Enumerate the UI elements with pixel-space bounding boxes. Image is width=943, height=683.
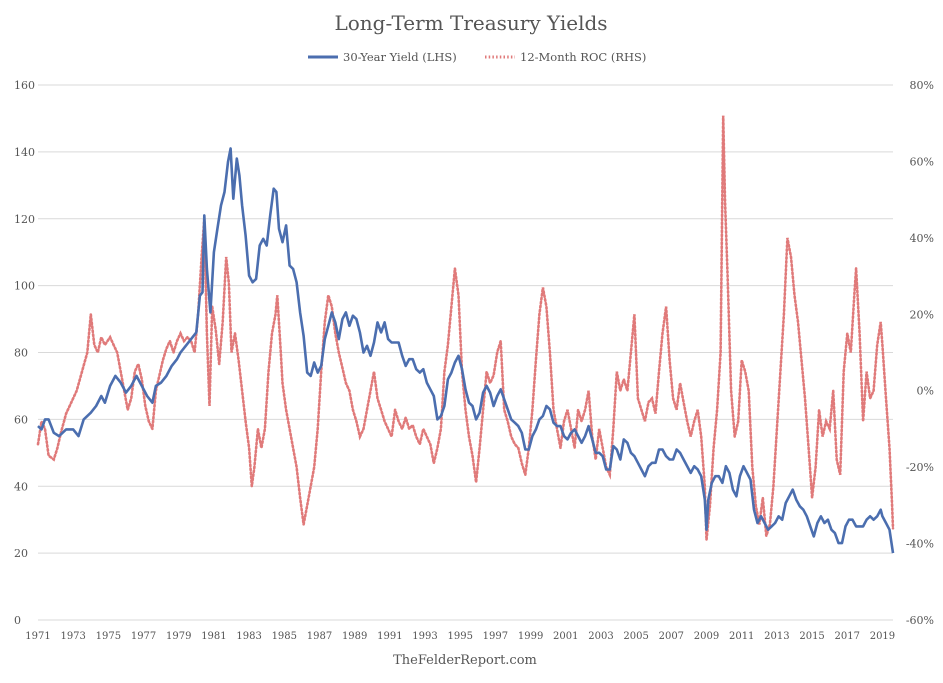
x-tick-label: 2013 bbox=[764, 631, 789, 642]
y-left-tick-label: 40 bbox=[14, 480, 28, 493]
series-line-roc bbox=[36, 115, 895, 540]
y-left-tick-label: 100 bbox=[14, 280, 35, 293]
x-tick-label: 2005 bbox=[623, 631, 648, 642]
x-tick-label: 1985 bbox=[272, 631, 297, 642]
x-tick-label: 2009 bbox=[694, 631, 719, 642]
y-right-tick-label: -40% bbox=[906, 538, 934, 551]
y-left-tick-label: 140 bbox=[14, 146, 35, 159]
y-right-tick-label: 60% bbox=[910, 155, 934, 168]
x-tick-label: 1993 bbox=[412, 631, 437, 642]
x-tick-label: 1973 bbox=[60, 631, 85, 642]
y-left-tick-label: 80 bbox=[14, 347, 28, 360]
y-axis-right: -60% -40% -20% 0% 20% 40% 60% 80% bbox=[906, 79, 934, 627]
x-tick-label: 1975 bbox=[96, 631, 121, 642]
x-tick-label: 1981 bbox=[201, 631, 226, 642]
x-tick-label: 2015 bbox=[799, 631, 824, 642]
chart-title: Long-Term Treasury Yields bbox=[334, 11, 607, 35]
x-tick-label: 1991 bbox=[377, 631, 402, 642]
x-tick-label: 1977 bbox=[131, 631, 156, 642]
x-axis: 1971 1973 1975 1977 1979 1981 1983 1985 1987 1989… bbox=[25, 631, 895, 642]
x-tick-label: 2003 bbox=[588, 631, 613, 642]
y-right-tick-label: 20% bbox=[910, 308, 934, 321]
x-tick-label: 1987 bbox=[307, 631, 332, 642]
y-right-tick-label: 80% bbox=[910, 79, 934, 92]
x-tick-label: 1971 bbox=[25, 631, 50, 642]
y-left-tick-label: 160 bbox=[14, 79, 35, 92]
x-tick-label: 1979 bbox=[166, 631, 191, 642]
x-tick-label: 2001 bbox=[553, 631, 578, 642]
x-tick-label: 2019 bbox=[870, 631, 895, 642]
x-tick-label: 2011 bbox=[729, 631, 754, 642]
y-left-tick-label: 120 bbox=[14, 213, 35, 226]
y-right-tick-label: -60% bbox=[906, 614, 934, 627]
series-line-yield bbox=[37, 147, 895, 554]
x-tick-label: 1983 bbox=[236, 631, 261, 642]
legend-label-yield: 30-Year Yield (LHS) bbox=[343, 50, 457, 64]
legend: 30-Year Yield (LHS) 12-Month ROC (RHS) bbox=[308, 50, 646, 64]
x-tick-label: 2007 bbox=[659, 631, 684, 642]
x-tick-label: 2017 bbox=[835, 631, 860, 642]
y-right-tick-label: 40% bbox=[910, 232, 934, 245]
y-axis-left: 0 20 40 60 80 100 120 140 160 bbox=[14, 79, 35, 627]
x-tick-label: 1989 bbox=[342, 631, 367, 642]
x-tick-label: 1997 bbox=[483, 631, 508, 642]
y-right-tick-label: -20% bbox=[906, 461, 934, 474]
x-tick-label: 1995 bbox=[447, 631, 472, 642]
y-left-tick-label: 0 bbox=[14, 614, 21, 627]
x-tick-label: 1999 bbox=[518, 631, 543, 642]
y-left-tick-label: 20 bbox=[14, 547, 28, 560]
source-label: TheFelderReport.com bbox=[393, 653, 537, 668]
legend-label-roc: 12-Month ROC (RHS) bbox=[520, 50, 646, 64]
y-right-tick-label: 0% bbox=[917, 385, 934, 398]
y-left-tick-label: 60 bbox=[14, 413, 28, 426]
